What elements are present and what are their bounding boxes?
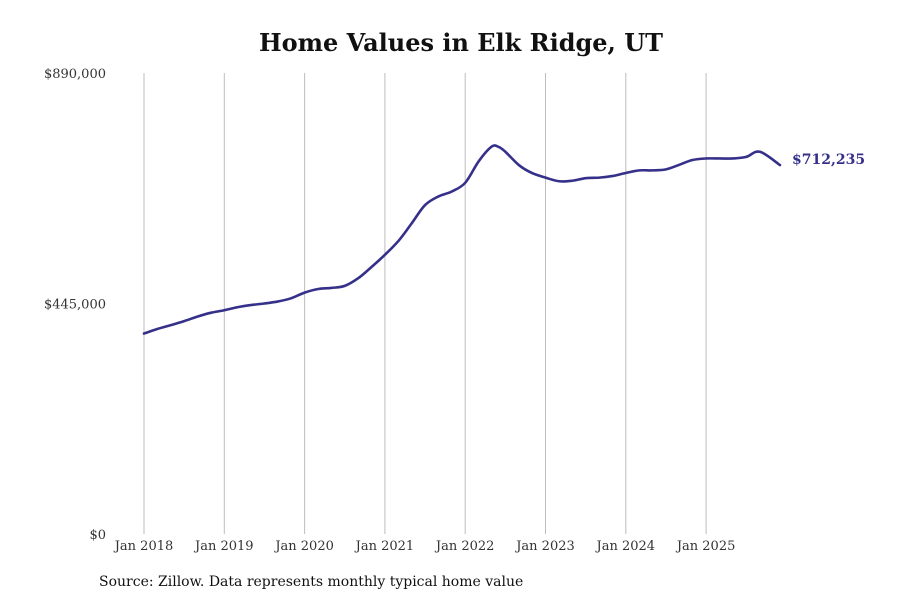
- x-axis: Jan 2018 Jan 2019 Jan 2020 Jan 2021 Jan 2022…: [113, 539, 736, 554]
- series-line-0: [142, 144, 782, 335]
- y-tick-label: $445,000: [44, 298, 106, 313]
- y-tick-label: $890,000: [44, 67, 106, 82]
- x-tick-label: Jan 2019: [193, 539, 254, 554]
- y-tick-label: $0: [89, 528, 106, 543]
- x-tick-label: Jan 2018: [113, 539, 174, 554]
- x-tick-label: Jan 2025: [675, 539, 736, 554]
- x-tick-label: Jan 2021: [354, 539, 415, 554]
- series-end-label: $712,235: [792, 152, 865, 168]
- source-note: Source: Zillow. Data represents monthly …: [99, 574, 524, 590]
- x-tick-label: Jan 2024: [595, 539, 656, 554]
- chart-title: Home Values in Elk Ridge, UT: [258, 28, 664, 57]
- x-tick-label: Jan 2022: [434, 539, 495, 554]
- x-tick-label: Jan 2020: [273, 539, 334, 554]
- x-tick-label: Jan 2023: [514, 539, 575, 554]
- y-axis: $0 $445,000 $890,000: [44, 67, 106, 543]
- series-layer: $712,235: [142, 144, 865, 335]
- grid-layer: [143, 73, 707, 534]
